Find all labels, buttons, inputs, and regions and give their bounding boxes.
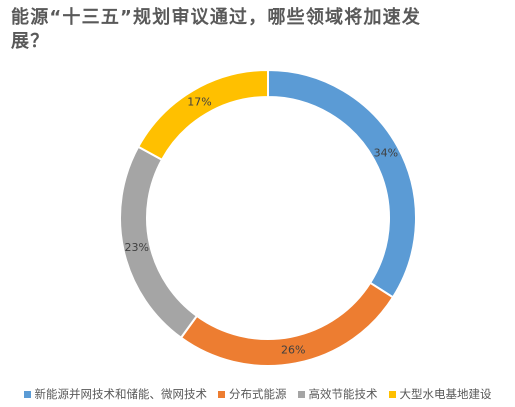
legend-label: 高效节能技术 — [308, 387, 378, 401]
data-label-4: 17% — [187, 96, 211, 109]
legend-swatch — [23, 390, 31, 398]
legend-label: 大型水电基地建设 — [399, 387, 492, 401]
legend-swatch — [218, 390, 225, 398]
legend-swatch — [388, 390, 396, 398]
data-label-3: 23% — [125, 241, 149, 254]
legend-item: 高效节能技术 — [297, 386, 378, 402]
chart-title: 能源“十三五”规划审议通过，哪些领域将加速发展？ — [11, 7, 422, 52]
legend-swatch — [297, 390, 305, 398]
donut-slice-4 — [136, 68, 269, 162]
legend: 新能源并网技术和储能、微网技术 分布式能源 高效节能技术 大型水电基地建设 — [0, 386, 515, 402]
data-label-1: 34% — [374, 147, 398, 160]
legend-item: 大型水电基地建设 — [388, 386, 492, 402]
legend-label: 分布式能源 — [229, 387, 287, 401]
legend-item: 新能源并网技术和储能、微网技术 — [23, 386, 208, 402]
legend-label: 新能源并网技术和储能、微网技术 — [34, 387, 208, 401]
data-label-2: 26% — [281, 344, 305, 357]
legend-item: 分布式能源 — [218, 386, 287, 402]
donut-slice-1 — [267, 68, 417, 299]
